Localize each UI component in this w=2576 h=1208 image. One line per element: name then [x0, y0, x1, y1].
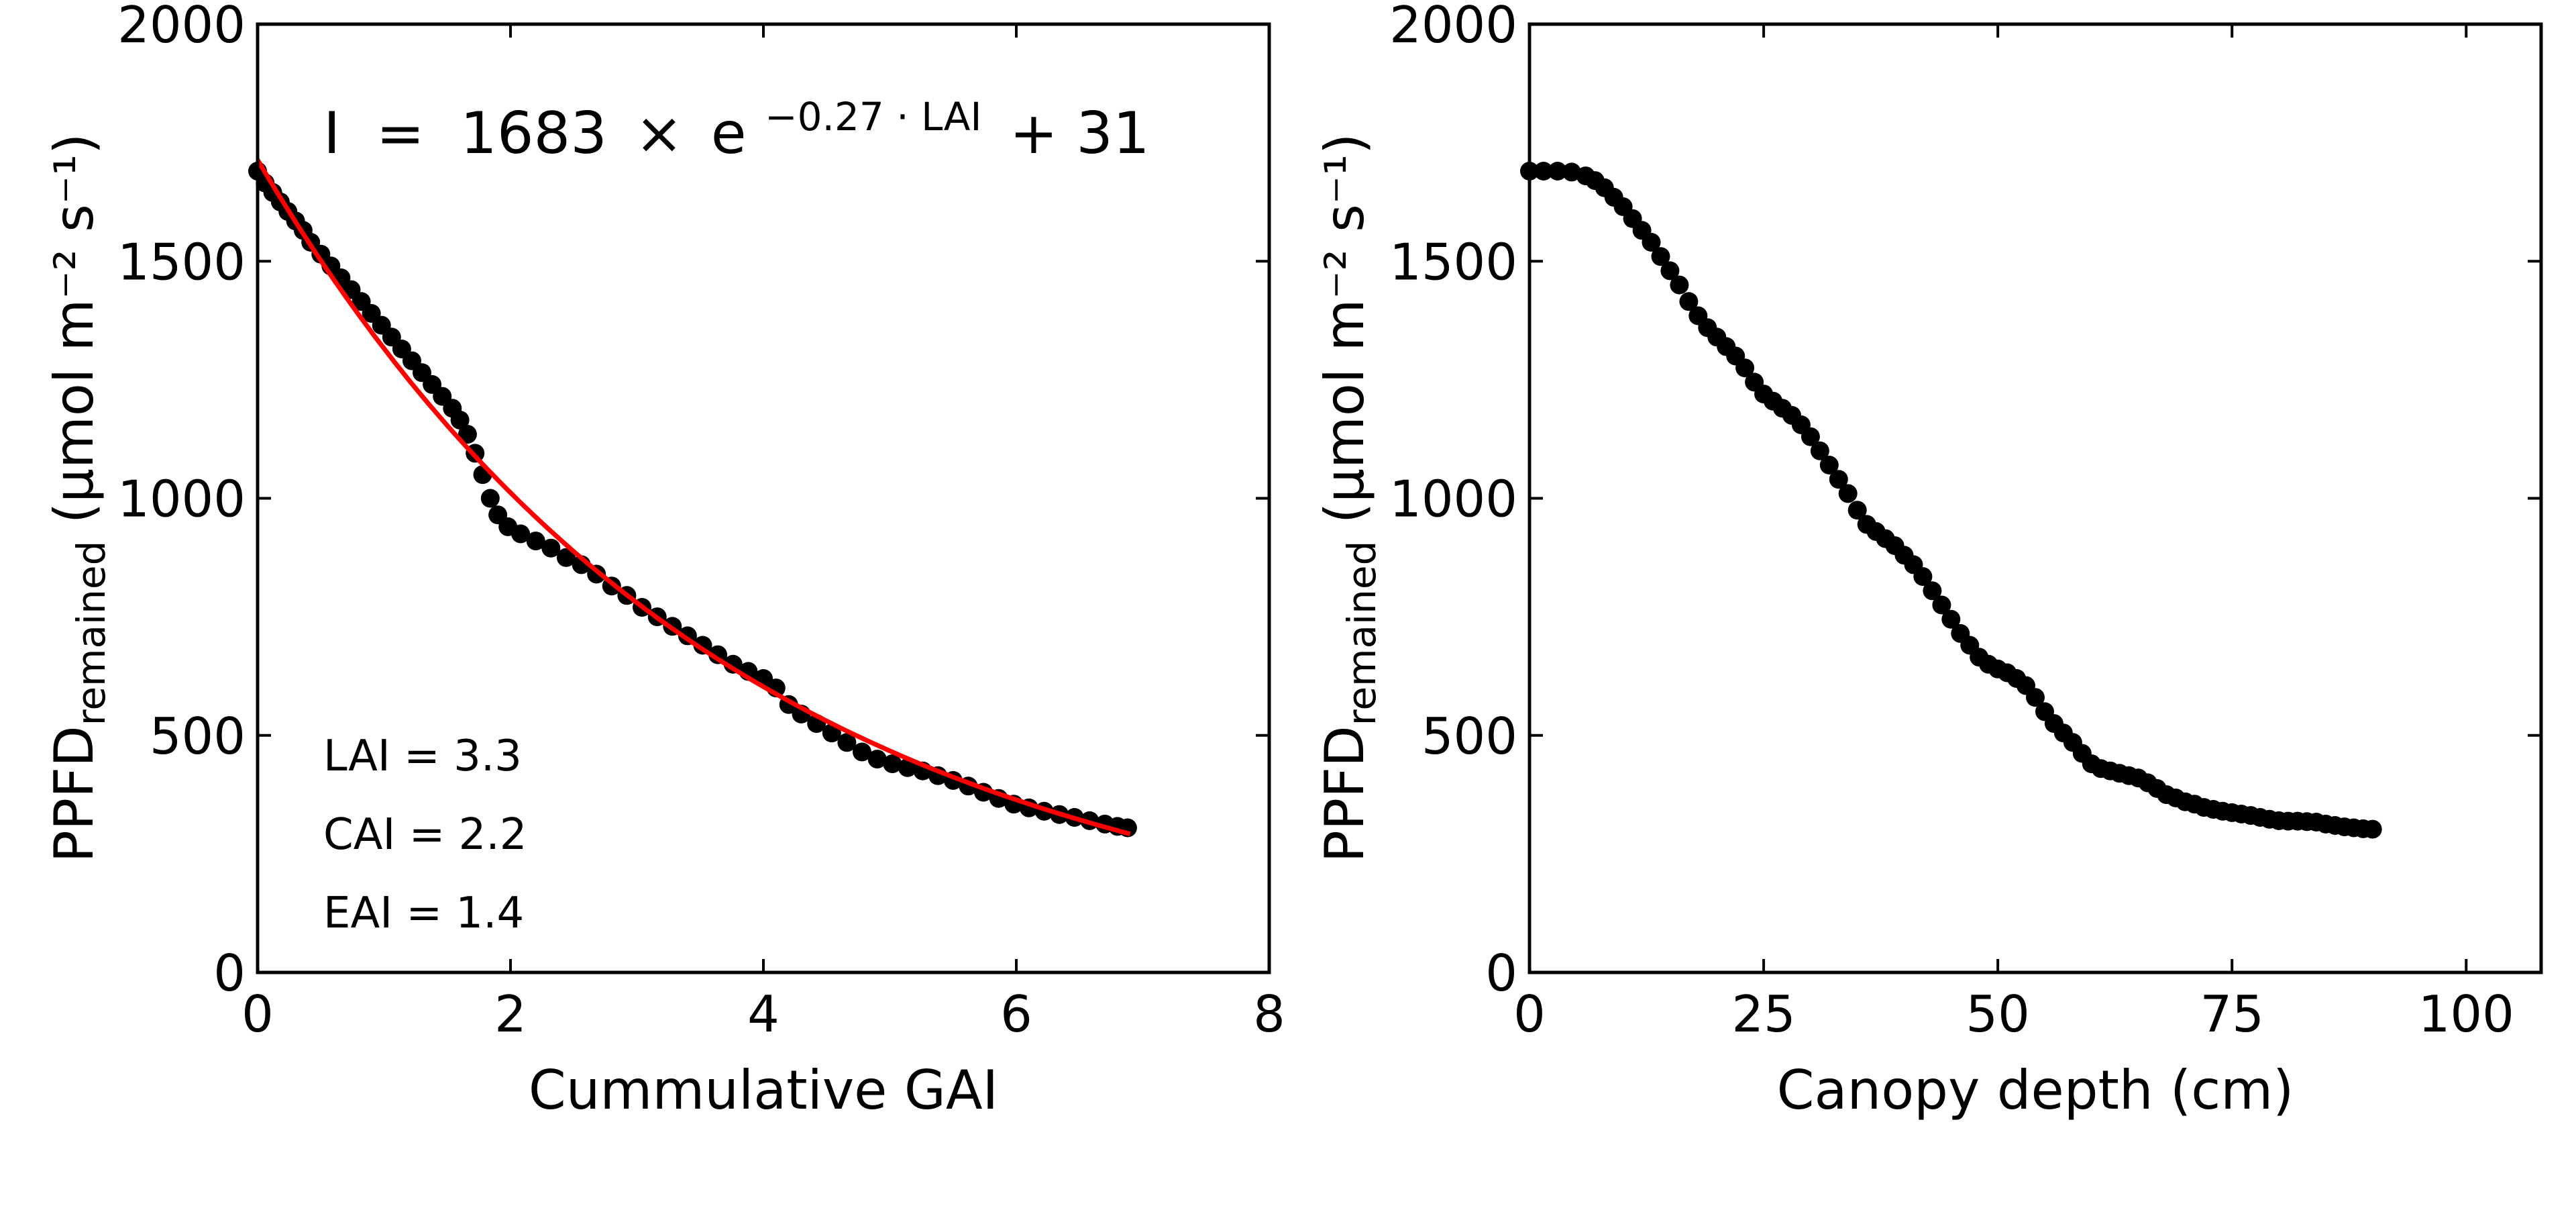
right-y-tick-label: 1500	[1389, 232, 1517, 291]
right-x-tick-label: 0	[1513, 985, 1546, 1044]
right-data-point	[1913, 567, 1933, 587]
left-panel: 0 2 4 6 8 0 500 1000 1500 2000 I = 1683 × e −0.27…	[43, 0, 1285, 1121]
left-data-point	[450, 410, 470, 430]
right-y-title-sub: remained	[1339, 541, 1385, 726]
right-data-point	[2363, 819, 2382, 839]
left-x-tick-label: 8	[1253, 985, 1285, 1044]
right-data-point	[1651, 247, 1670, 266]
right-data-point	[1838, 484, 1858, 503]
right-y-tick-label: 2000	[1389, 0, 1517, 54]
right-data-point	[1801, 427, 1820, 446]
left-data-point	[853, 742, 871, 762]
left-data-point	[883, 754, 902, 774]
right-data-point	[1923, 581, 1942, 601]
equation-equals: =	[376, 100, 425, 167]
left-y-tick-label: 0	[213, 944, 246, 1003]
left-data-point	[837, 733, 857, 752]
right-plot-content	[1520, 162, 2382, 839]
right-x-axis-title: Canopy depth (cm)	[1777, 1059, 2294, 1121]
left-data-point	[511, 524, 531, 544]
left-data-point	[458, 425, 477, 444]
right-data-point	[1660, 261, 1680, 281]
right-x-tick-label: 50	[1966, 985, 2029, 1044]
right-data-point	[1562, 162, 1581, 182]
fit-equation: I = 1683 × e −0.27 · LAI + 31	[323, 77, 1150, 167]
right-data-point	[1670, 275, 1689, 295]
equation-coef: 1683	[460, 100, 607, 167]
left-y-axis-title: PPFDremained (µmol m⁻² s⁻¹)	[43, 134, 114, 863]
equation-lhs: I	[323, 100, 340, 167]
exponential-fit-line	[255, 158, 1131, 836]
annotation-cai: CAI = 2.2	[323, 810, 527, 860]
right-data-point	[1829, 470, 1848, 489]
left-data-point	[867, 750, 887, 769]
right-data-point	[1932, 595, 1951, 615]
right-x-tick-label: 100	[2418, 985, 2514, 1044]
annotation-lai: LAI = 3.3	[323, 732, 522, 781]
left-plot-content	[248, 158, 1137, 838]
right-data-point	[1534, 162, 1553, 181]
left-x-tick-label: 2	[494, 985, 527, 1044]
right-y-tick-label: 1000	[1389, 470, 1517, 529]
right-data-point	[1941, 609, 1961, 629]
left-x-tick-label: 4	[747, 985, 780, 1044]
right-y-title-main: PPFD	[1313, 725, 1376, 862]
right-data-point	[1810, 441, 1829, 460]
left-y-tick-label: 1000	[117, 470, 246, 529]
equation-times: ×	[635, 100, 683, 167]
right-data-point	[1548, 162, 1567, 181]
right-x-tick-label: 75	[2200, 985, 2264, 1044]
left-y-tick-label: 1500	[117, 232, 246, 291]
right-x-tick-label: 25	[1731, 985, 1795, 1044]
left-y-title-main: PPFD	[43, 725, 105, 862]
left-data-point	[480, 489, 500, 508]
annotation-eai: EAI = 1.4	[323, 889, 524, 938]
left-x-axis-title: Cummulative GAI	[529, 1059, 998, 1121]
left-y-title-unit: (µmol m⁻² s⁻¹)	[43, 134, 105, 541]
right-data-point	[2026, 688, 2045, 707]
right-data-point	[1642, 233, 1661, 252]
left-x-tick-label: 6	[1000, 985, 1032, 1044]
equation-base: e	[711, 100, 747, 167]
right-y-axis-title: PPFDremained (µmol m⁻² s⁻¹)	[1313, 134, 1385, 863]
right-data-point	[1735, 358, 1755, 378]
left-y-tick-label: 2000	[117, 0, 246, 54]
right-data-point	[1679, 292, 1699, 311]
left-y-tick-label: 500	[150, 707, 246, 766]
left-ticks: 0 2 4 6 8 0 500 1000 1500 2000	[117, 0, 1285, 1044]
left-data-point	[526, 532, 545, 551]
right-data-point	[1819, 456, 1839, 474]
left-data-point	[556, 548, 576, 567]
right-y-tick-label: 0	[1485, 944, 1517, 1003]
left-data-point	[541, 538, 561, 558]
right-y-title-unit: (µmol m⁻² s⁻¹)	[1313, 134, 1376, 541]
equation-exponent: −0.27 · LAI	[765, 94, 981, 140]
right-y-tick-label: 500	[1421, 707, 1517, 766]
left-x-tick-label: 0	[241, 985, 274, 1044]
equation-tail: + 31	[1010, 100, 1150, 167]
right-data-point	[1847, 501, 1867, 520]
left-y-title-sub: remained	[68, 541, 114, 726]
